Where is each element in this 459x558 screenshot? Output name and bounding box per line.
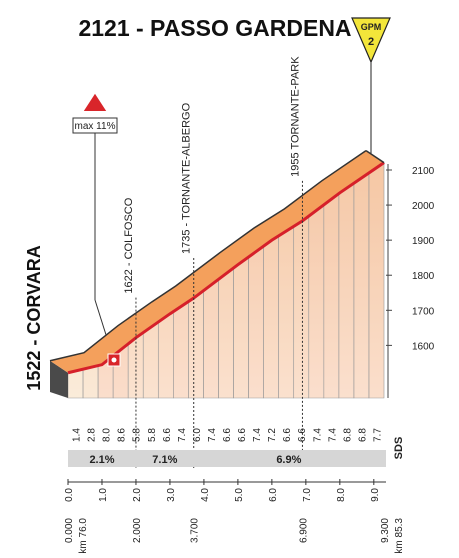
gradient-segment (218, 267, 234, 399)
average-band (68, 450, 386, 467)
gradient-segment (338, 182, 355, 399)
x-tick-label: 1.0 (98, 488, 109, 502)
max-marker-dot (111, 357, 117, 363)
y-tick-label: 2000 (412, 201, 435, 212)
gradient-segment (278, 225, 295, 399)
distance-label: 2.000 (132, 518, 143, 543)
gradient-segment (323, 192, 340, 399)
gradient-label: 7.4 (177, 428, 188, 442)
km-start: km 76.0 (78, 518, 89, 554)
distance-label: 6.900 (298, 518, 309, 543)
gpm-label: GPM (361, 22, 382, 32)
gradient-label: 5.8 (147, 428, 158, 442)
average-label: 7.1% (152, 454, 177, 466)
gradient-label: 1.4 (72, 428, 83, 442)
gradient-label: 2.8 (87, 428, 98, 442)
x-tick-label: 6.0 (268, 488, 279, 502)
x-tick-label: 4.0 (200, 488, 211, 502)
average-label: 6.9% (276, 454, 301, 466)
x-tick-label: 3.0 (166, 488, 177, 502)
y-tick-label: 1700 (412, 306, 435, 317)
waypoint-label: 1735 - TORNANTE-ALBERGO (181, 102, 193, 254)
waypoint-label: 1622 - COLFOSCO (123, 197, 135, 293)
gradient-segment (368, 162, 385, 399)
gpm-badge: GPM 2 (351, 17, 391, 160)
distance-label: 9.300 (380, 518, 391, 543)
plot: 1600 1700 1800 1900 2000 2100 1622 - COLFOSCO 1… (49, 56, 435, 554)
gradient-label: 6.6 (162, 428, 173, 442)
gradient-label: 7.2 (267, 428, 278, 442)
x-tick-label: 8.0 (336, 488, 347, 502)
gradient-segment (308, 204, 325, 399)
y-tick-label: 1600 (412, 341, 435, 352)
max-gradient-sign: max 11% (72, 90, 118, 358)
profile-ribbon (50, 150, 384, 373)
gradient-label: 6.8 (357, 428, 368, 442)
gradient-label: 6.6 (282, 428, 293, 442)
x-tick-label: 2.0 (132, 488, 143, 502)
x-tick-label: 9.0 (370, 488, 381, 502)
gradient-segment (142, 321, 159, 399)
max-gradient-label: max 11% (75, 121, 116, 132)
gradient-segment (248, 245, 264, 399)
distance-label: 0.000 (64, 518, 75, 543)
gradient-segment (82, 365, 99, 399)
gradient-label: 7.4 (252, 428, 263, 442)
gradient-label: 6.6 (297, 428, 308, 442)
distance-label: 3.700 (190, 518, 201, 543)
ribbon-back-edge (49, 150, 367, 362)
y-tick-label: 2100 (412, 166, 435, 177)
gradient-segment (188, 290, 204, 399)
left-wall (50, 360, 68, 398)
gradient-label: 8.0 (102, 428, 113, 442)
gradient-label: 7.4 (207, 428, 218, 442)
gradient-label: 7.4 (327, 428, 338, 442)
average-label: 2.1% (89, 454, 114, 466)
x-tick-label: 5.0 (234, 488, 245, 502)
gradient-label: 7.7 (372, 428, 383, 442)
gradient-label: 6.8 (342, 428, 353, 442)
gradient-segment (233, 256, 249, 399)
title: 2121 - PASSO GARDENA (78, 15, 351, 41)
gradient-label: 5.8 (132, 428, 143, 442)
x-tick-label: 0.0 (64, 488, 75, 502)
gradient-segment (293, 215, 310, 399)
y-tick-label: 1900 (412, 236, 435, 247)
start-name: 1522 - CORVARA (24, 245, 44, 390)
right-edge (365, 150, 385, 164)
gradient-label: 8.6 (117, 428, 128, 442)
gradient-label: 7.4 (312, 428, 323, 442)
gradient-label: 6.6 (237, 428, 248, 442)
profile-line (67, 161, 385, 375)
gradient-segment (157, 310, 174, 399)
gradient-segment (173, 301, 189, 399)
gradient-segment (263, 235, 279, 399)
km-end: km 85.3 (394, 518, 405, 554)
waypoint-label: 1955 TORNANTE-PARK (289, 56, 301, 177)
gradient-label: 6.0 (192, 428, 203, 442)
gradient-segment (353, 172, 370, 399)
y-tick-label: 1800 (412, 271, 435, 282)
profile-face (68, 162, 384, 398)
gradient-segment (203, 278, 219, 399)
gpm-category: 2 (368, 36, 374, 48)
credit: SDS (393, 437, 405, 460)
gradient-label: 6.6 (222, 428, 233, 442)
x-tick-label: 7.0 (302, 488, 313, 502)
